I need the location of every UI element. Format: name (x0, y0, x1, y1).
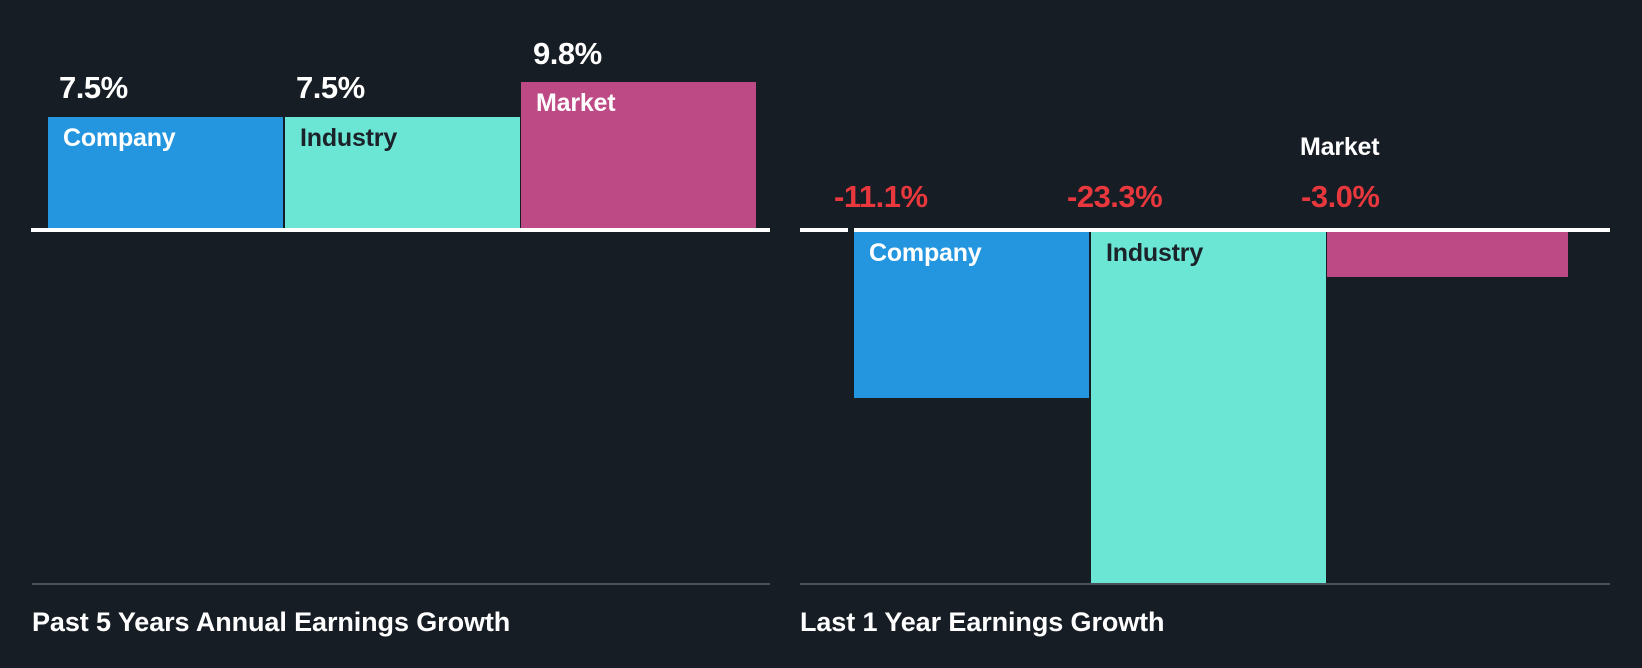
bar-label-company-left: Company (63, 124, 176, 152)
bar-market-right[interactable] (1327, 232, 1568, 277)
bar-industry-left[interactable]: Industry (285, 117, 520, 230)
bar-label-market-left: Market (536, 89, 616, 117)
value-label-industry-right: -23.3% (1067, 179, 1163, 214)
baseline-right (854, 228, 1610, 232)
bar-label-market-right: Market (1300, 133, 1380, 161)
footer-rule-right (800, 583, 848, 585)
plot-area-right: Company -11.1% Industry -23.3% Market -3… (800, 0, 1642, 584)
baseline-right-stub (800, 228, 848, 232)
chart-title-last-1-year: Last 1 Year Earnings Growth (800, 607, 1165, 637)
bar-company-right[interactable]: Company (854, 232, 1089, 398)
value-label-industry-left: 7.5% (296, 70, 365, 105)
footer-rule-right-main (830, 583, 1610, 585)
chart-panel-past-5-years: Company 7.5% Industry 7.5% Market 9.8% P… (0, 0, 790, 668)
value-label-market-left: 9.8% (533, 36, 602, 71)
value-label-company-right: -11.1% (834, 179, 928, 214)
bar-market-left[interactable]: Market (521, 82, 756, 230)
bar-label-industry-left: Industry (300, 124, 398, 152)
bar-label-company-right: Company (869, 239, 982, 267)
baseline-left (31, 228, 770, 232)
value-label-market-right: -3.0% (1301, 179, 1380, 214)
footer-rule-left (32, 583, 770, 585)
chart-panel-last-1-year: Company -11.1% Industry -23.3% Market -3… (800, 0, 1642, 668)
chart-title-past-5-years: Past 5 Years Annual Earnings Growth (32, 607, 511, 637)
bar-company-left[interactable]: Company (48, 117, 283, 230)
plot-area-left: Company 7.5% Industry 7.5% Market 9.8% (0, 0, 790, 584)
value-label-company-left: 7.5% (59, 70, 128, 105)
bar-label-industry-right: Industry (1106, 239, 1204, 267)
bar-industry-right[interactable]: Industry (1091, 232, 1326, 583)
